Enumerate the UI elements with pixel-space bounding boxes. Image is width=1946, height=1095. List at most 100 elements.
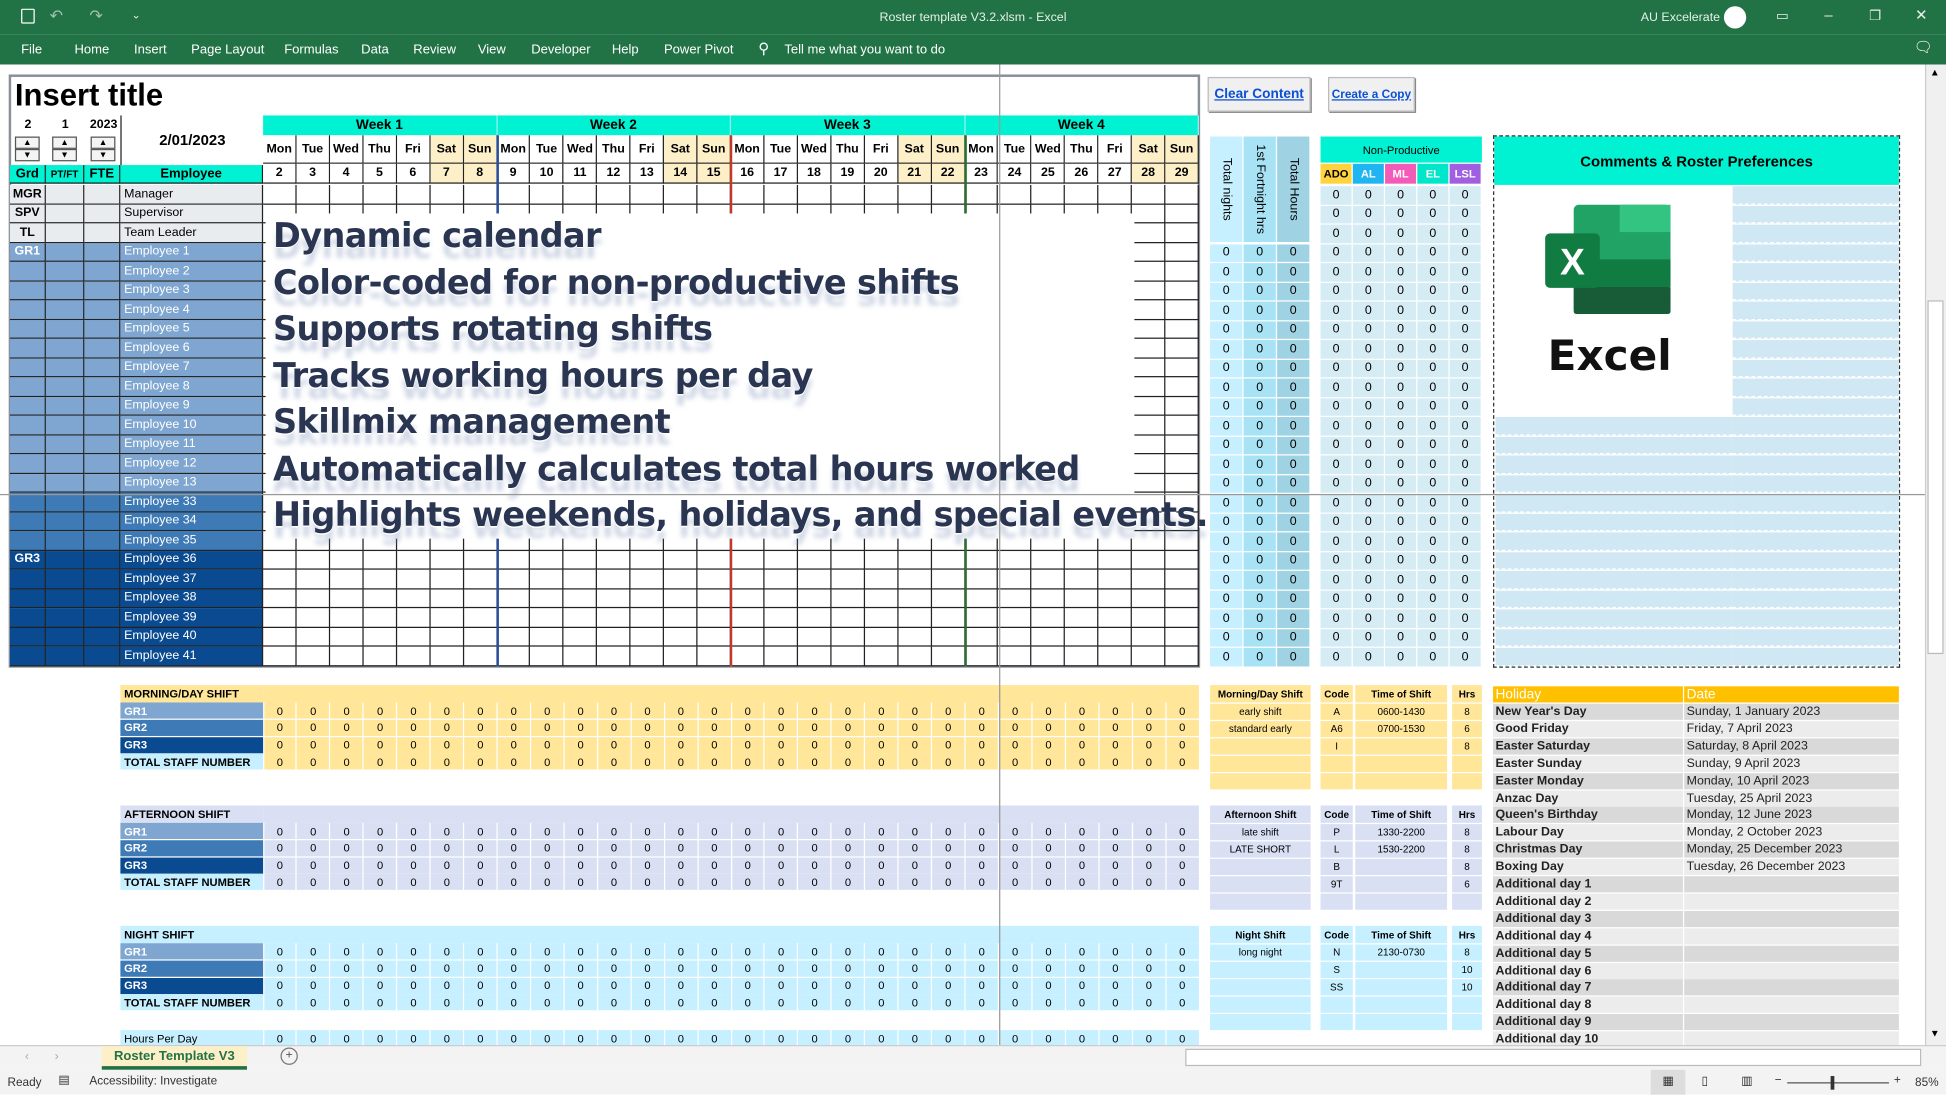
roster-cell[interactable] <box>329 608 364 628</box>
roster-cell[interactable] <box>1031 646 1066 666</box>
holiday-date[interactable]: Monday, 2 October 2023 <box>1684 824 1899 841</box>
roster-cell[interactable] <box>263 569 297 589</box>
shift-code[interactable]: A <box>1320 703 1353 720</box>
holiday-name[interactable]: Labour Day <box>1493 824 1683 841</box>
roster-cell[interactable] <box>1132 415 1166 436</box>
employee-ptft[interactable] <box>45 454 85 474</box>
sheet-tab-roster[interactable]: Roster Template V3 <box>101 1046 247 1070</box>
shift-hours[interactable]: 8 <box>1452 703 1482 720</box>
roster-cell[interactable] <box>1132 377 1166 397</box>
clear-content-button[interactable]: Clear Content <box>1207 76 1311 112</box>
roster-cell[interactable] <box>664 627 698 647</box>
employee-name[interactable]: Employee 6 <box>120 338 264 359</box>
shift-time[interactable] <box>1355 755 1448 772</box>
roster-cell[interactable] <box>731 588 765 609</box>
roster-cell[interactable] <box>964 627 999 647</box>
comment-line[interactable] <box>1732 551 1899 570</box>
shift-time[interactable]: 0600-1430 <box>1355 703 1448 720</box>
employee-name[interactable]: Employee 33 <box>120 492 264 512</box>
shift-code[interactable]: L <box>1320 841 1353 858</box>
holiday-date[interactable]: Saturday, 8 April 2023 <box>1684 738 1899 755</box>
roster-cell[interactable] <box>931 550 965 570</box>
roster-cell[interactable] <box>964 184 999 205</box>
comment-line[interactable] <box>1732 647 1899 666</box>
roster-cell[interactable] <box>964 569 999 589</box>
roster-cell[interactable] <box>1165 300 1199 320</box>
comment-line[interactable] <box>1732 205 1899 224</box>
roster-cell[interactable] <box>296 550 330 570</box>
roster-cell[interactable] <box>1165 319 1199 339</box>
comment-line[interactable] <box>1732 513 1899 532</box>
roster-cell[interactable] <box>1132 435 1166 455</box>
shift-name[interactable]: LATE SHORT <box>1210 841 1311 858</box>
roster-cell[interactable] <box>831 588 865 609</box>
holiday-date[interactable]: Monday, 10 April 2023 <box>1684 772 1899 789</box>
employee-ptft[interactable] <box>45 473 85 493</box>
comment-line[interactable] <box>1732 301 1899 320</box>
accessibility-status[interactable]: Accessibility: Investigate <box>89 1074 218 1089</box>
roster-cell[interactable] <box>664 646 698 666</box>
roster-cell[interactable] <box>998 646 1032 666</box>
roster-cell[interactable] <box>630 184 665 205</box>
comment-line[interactable] <box>1495 647 1733 666</box>
comment-line[interactable] <box>1732 455 1899 474</box>
scroll-thumb[interactable] <box>1927 300 1944 655</box>
roster-cell[interactable] <box>1165 569 1199 589</box>
shift-name[interactable]: late shift <box>1210 824 1311 841</box>
roster-cell[interactable] <box>1132 319 1166 339</box>
roster-cell[interactable] <box>898 588 932 609</box>
roster-cell[interactable] <box>530 531 564 551</box>
employee-fte[interactable] <box>84 550 121 570</box>
roster-cell[interactable] <box>296 627 330 647</box>
roster-cell[interactable] <box>864 184 899 205</box>
shift-hours[interactable] <box>1452 1013 1482 1031</box>
roster-cell[interactable] <box>1031 608 1066 628</box>
shift-time[interactable] <box>1355 1013 1448 1031</box>
roster-cell[interactable] <box>697 550 732 570</box>
holiday-date[interactable] <box>1684 1031 1899 1046</box>
holiday-date[interactable] <box>1684 910 1899 927</box>
roster-cell[interactable] <box>998 531 1032 551</box>
employee-fte[interactable] <box>84 300 121 320</box>
roster-cell[interactable] <box>697 588 732 609</box>
menu-insert[interactable]: Insert <box>134 42 167 58</box>
employee-fte[interactable] <box>84 569 121 589</box>
holiday-date[interactable]: Sunday, 9 April 2023 <box>1684 755 1899 772</box>
holiday-date[interactable] <box>1684 962 1899 979</box>
holiday-name[interactable]: Additional day 3 <box>1493 910 1683 927</box>
employee-ptft[interactable] <box>45 396 85 416</box>
roster-cell[interactable] <box>731 184 765 205</box>
roster-cell[interactable] <box>396 569 431 589</box>
roster-cell[interactable] <box>664 550 698 570</box>
roster-cell[interactable] <box>864 646 899 666</box>
roster-cell[interactable] <box>731 627 765 647</box>
employee-name[interactable]: Employee 36 <box>120 550 264 570</box>
roster-cell[interactable] <box>797 608 832 628</box>
zoom-out-icon[interactable]: − <box>1774 1073 1782 1088</box>
holiday-name[interactable]: Additional day 7 <box>1493 979 1683 996</box>
roster-cell[interactable] <box>1165 281 1199 301</box>
prev-sheet-icon[interactable]: ‹ <box>24 1049 29 1064</box>
holiday-name[interactable]: New Year's Day <box>1493 703 1683 720</box>
roster-cell[interactable] <box>664 569 698 589</box>
shift-hours[interactable]: 8 <box>1452 824 1482 841</box>
zoom-level[interactable]: 85% <box>1915 1076 1939 1090</box>
roster-cell[interactable] <box>1165 531 1199 551</box>
comment-line[interactable] <box>1732 224 1899 243</box>
comment-line[interactable] <box>1732 340 1899 359</box>
employee-name[interactable]: Team Leader <box>120 223 264 243</box>
employee-ptft[interactable] <box>45 242 85 262</box>
comment-line[interactable] <box>1732 570 1899 589</box>
roster-cell[interactable] <box>1065 550 1099 570</box>
shift-code[interactable] <box>1320 996 1353 1013</box>
roster-cell[interactable] <box>630 608 665 628</box>
holiday-name[interactable]: Christmas Day <box>1493 841 1683 858</box>
shift-name[interactable] <box>1210 858 1311 875</box>
menu-developer[interactable]: Developer <box>531 42 591 58</box>
comment-line[interactable] <box>1732 493 1899 512</box>
roster-cell[interactable] <box>296 531 330 551</box>
shift-hours[interactable] <box>1452 773 1482 790</box>
roster-cell[interactable] <box>964 608 999 628</box>
roster-cell[interactable] <box>1065 588 1099 609</box>
shift-name[interactable] <box>1210 755 1311 772</box>
